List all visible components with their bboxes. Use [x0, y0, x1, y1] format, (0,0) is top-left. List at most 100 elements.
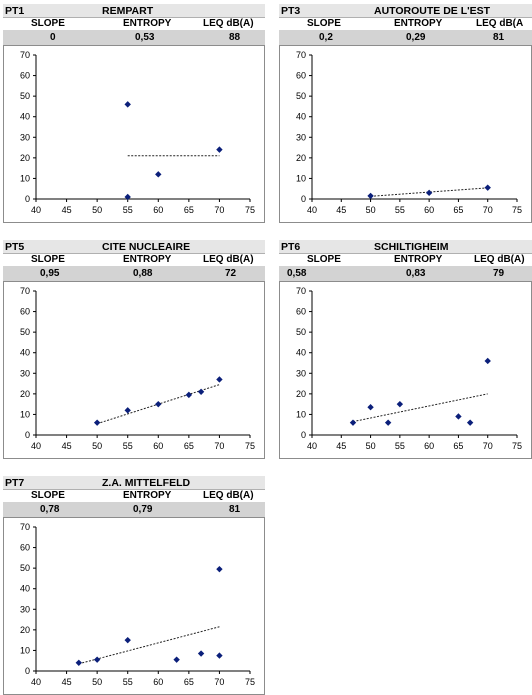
y-tick-label: 0: [25, 430, 30, 440]
panel-title: SCHILTIGHEIM: [374, 241, 449, 253]
leq-header: LEQ dB(A): [203, 254, 254, 265]
panel-title: CITE NUCLEAIRE: [102, 241, 191, 253]
y-tick-label: 10: [20, 645, 30, 655]
data-point: [185, 391, 193, 399]
x-tick-label: 45: [62, 441, 72, 451]
plot-frame: [279, 281, 532, 459]
data-point: [93, 419, 101, 426]
metric-values-row: 0,95 0,88 72: [3, 266, 265, 281]
x-tick-label: 65: [184, 441, 194, 451]
x-tick-label: 50: [92, 441, 102, 451]
metric-values-row: 0,58 0,83 79: [279, 266, 532, 281]
y-tick-label: 10: [296, 173, 306, 183]
metric-values-row: 0,78 0,79 81: [3, 502, 265, 517]
x-tick-label: 65: [184, 205, 194, 215]
slope-value: 0,78: [40, 504, 60, 515]
panel-title: REMPART: [102, 5, 154, 17]
y-tick-label: 20: [296, 389, 306, 399]
entropy-value: 0,53: [135, 32, 155, 43]
leq-value: 81: [229, 504, 241, 515]
panel-id: PT5: [5, 241, 25, 253]
y-tick-label: 0: [25, 194, 30, 204]
x-tick-label: 65: [453, 205, 463, 215]
slope-header: SLOPE: [307, 18, 341, 29]
entropy-value: 0,83: [406, 268, 426, 279]
y-tick-label: 40: [296, 348, 306, 358]
entropy-value: 0,88: [133, 268, 153, 279]
x-tick-label: 45: [62, 205, 72, 215]
slope-value: 0,58: [287, 268, 307, 279]
data-point: [124, 101, 131, 108]
y-tick-label: 50: [296, 327, 306, 337]
y-tick-label: 50: [296, 91, 306, 101]
y-tick-label: 50: [20, 327, 30, 337]
x-tick-label: 70: [214, 677, 224, 687]
slope-value: 0,2: [319, 32, 333, 43]
x-tick-label: 45: [62, 677, 72, 687]
data-point: [455, 413, 462, 420]
y-tick-label: 0: [25, 666, 30, 676]
x-tick-label: 70: [483, 441, 493, 451]
scatter-plot: 0 10 20 30 40 50 60 70 40 45 50 55 60 65 70 75: [3, 45, 265, 223]
x-tick-label: 70: [214, 205, 224, 215]
panel-id: PT3: [281, 5, 301, 17]
x-tick-label: 55: [123, 205, 133, 215]
x-tick-label: 60: [424, 441, 434, 451]
y-tick-label: 50: [20, 563, 30, 573]
x-tick-label: 40: [307, 205, 317, 215]
y-tick-label: 60: [20, 71, 30, 81]
x-tick-label: 40: [31, 441, 41, 451]
x-tick-label: 40: [307, 441, 317, 451]
x-tick-label: 45: [336, 205, 346, 215]
entropy-value: 0,29: [406, 32, 426, 43]
x-tick-label: 60: [153, 205, 163, 215]
x-tick-label: 50: [366, 441, 376, 451]
x-tick-label: 70: [214, 441, 224, 451]
y-tick-label: 0: [301, 194, 306, 204]
metric-values-row: 0 0,53 88: [3, 30, 265, 45]
y-tick-label: 40: [20, 584, 30, 594]
panel-header: [279, 4, 532, 18]
y-tick-label: 70: [20, 522, 30, 532]
data-point: [466, 419, 474, 426]
y-tick-label: 70: [20, 286, 30, 296]
data-point: [197, 650, 205, 657]
entropy-header: ENTROPY: [123, 18, 172, 29]
metric-header-row: SLOPE ENTROPY LEQ dB(A): [3, 18, 265, 30]
x-tick-label: 55: [395, 205, 405, 215]
leq-value: 88: [229, 32, 241, 43]
y-tick-label: 70: [20, 50, 30, 60]
x-tick-label: 40: [31, 677, 41, 687]
leq-header: LEQ dB(A): [203, 490, 254, 501]
data-point: [484, 357, 491, 365]
entropy-value: 0,79: [133, 504, 153, 515]
y-tick-label: 70: [296, 286, 306, 296]
entropy-header: ENTROPY: [394, 18, 443, 29]
x-tick-label: 65: [184, 677, 194, 687]
y-tick-label: 20: [20, 153, 30, 163]
x-tick-label: 75: [245, 441, 255, 451]
data-point: [216, 146, 223, 153]
metric-header-row: SLOPE ENTROPY LEQ dB(A): [3, 490, 265, 502]
y-tick-label: 40: [20, 112, 30, 122]
trend-line: [352, 393, 488, 423]
x-tick-label: 70: [483, 205, 493, 215]
x-tick-label: 50: [92, 205, 102, 215]
y-tick-label: 10: [20, 173, 30, 183]
slope-header: SLOPE: [307, 254, 341, 265]
data-point: [124, 193, 131, 201]
scatter-plot: 0 10 20 30 40 50 60 70 40 45 50 55 60 65 70 75: [3, 281, 265, 459]
data-point: [216, 376, 223, 383]
y-tick-label: 60: [296, 307, 306, 317]
y-tick-label: 70: [296, 50, 306, 60]
slope-header: SLOPE: [31, 18, 65, 29]
leq-value: 72: [225, 268, 237, 279]
panel-title: AUTOROUTE DE L'EST: [374, 5, 491, 17]
data-point: [367, 404, 374, 411]
data-point: [155, 171, 162, 178]
y-tick-label: 40: [20, 348, 30, 358]
y-tick-label: 0: [301, 430, 306, 440]
y-tick-label: 40: [296, 112, 306, 122]
x-tick-label: 40: [31, 205, 41, 215]
data-point: [367, 192, 374, 200]
